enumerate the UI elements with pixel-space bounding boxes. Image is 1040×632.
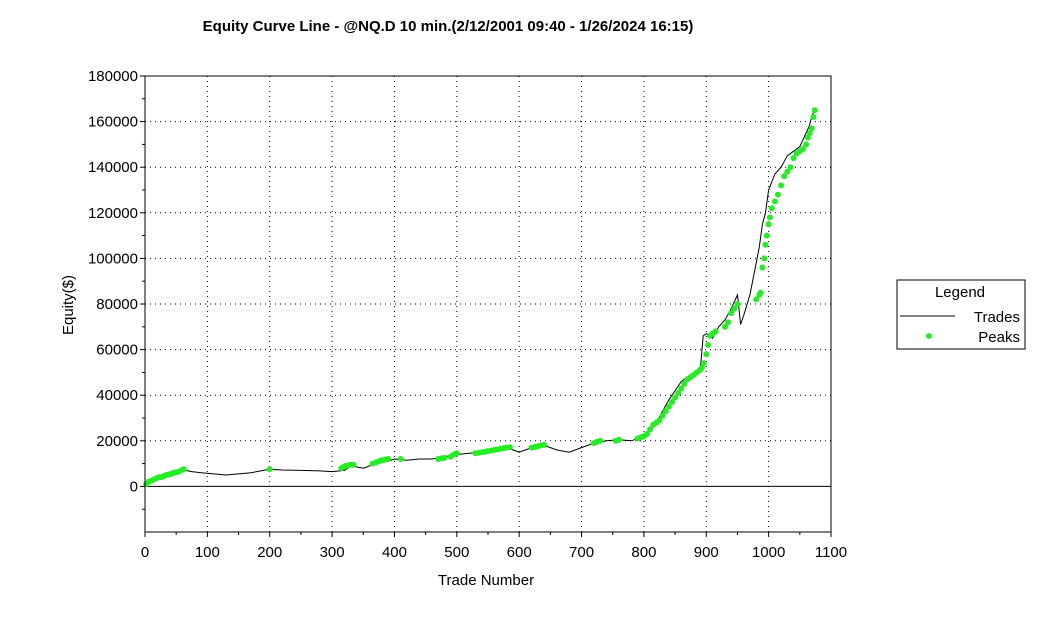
peak-point [778,182,785,189]
peak-point [808,125,815,132]
x-tick-label: 700 [569,544,594,561]
peak-point [771,198,778,205]
peak-point [799,146,806,152]
peak-point [644,431,650,437]
legend-trades-label: Trades [974,309,1020,326]
x-tick-label: 100 [195,544,220,561]
peak-point [662,408,669,415]
peak-point [541,441,548,448]
peak-point [753,296,760,303]
peak-point [659,412,666,419]
y-tick-label: 0 [130,478,138,495]
x-tick-label: 0 [141,544,149,561]
y-tick-label: 80000 [96,296,138,313]
peak-point [775,191,781,198]
peak-point [616,436,622,443]
y-tick-label: 40000 [96,387,138,404]
y-tick-label: 60000 [96,342,138,359]
peak-point [180,466,187,473]
peak-point [728,310,735,317]
x-axis-title: Trade Number [438,572,534,589]
y-tick-label: 160000 [88,114,138,131]
y-axis-title: Equity($) [60,275,77,335]
peak-point [766,214,773,221]
legend-box [896,279,1026,350]
trades-line [144,107,816,487]
y-tick-label: 20000 [96,433,138,450]
x-tick-label: 300 [320,544,345,561]
peak-point [385,456,392,462]
peak-point [757,289,764,296]
peak-point [669,399,675,405]
x-tick-label: 1000 [752,544,785,561]
series-layer [143,107,818,488]
peak-point [665,403,672,410]
x-tick-label: 500 [444,544,469,561]
peak-point [453,450,460,457]
peak-point [506,444,513,451]
peak-point [804,134,811,141]
peak-point [759,264,766,271]
x-tick-label: 400 [382,544,407,561]
plot-area-frame [144,75,832,533]
tick-labels: 0 100 200 300 400 500 600 700 800 900 1000 1100 0 200… [88,68,847,561]
peak-point [705,342,712,348]
peak-point [703,351,710,358]
peak-point [725,319,732,326]
peak-point [675,389,682,396]
y-tick-label: 180000 [88,68,138,85]
peak-point [700,360,707,367]
peak-point [781,173,788,180]
x-tick-label: 800 [631,544,656,561]
y-tick-label: 100000 [88,250,138,267]
x-tick-label: 900 [694,544,719,561]
legend-peaks-swatch [926,333,932,339]
axis-ticks [140,75,832,537]
peak-point [811,107,818,114]
peak-point [672,394,679,401]
x-tick-label: 600 [507,544,532,561]
legend: Legend Trades Peaks [896,279,1026,350]
peak-point [790,155,797,162]
grid [145,76,831,532]
peak-point [762,241,769,248]
peak-point [681,380,688,387]
peak-point [698,364,705,371]
peak-point [397,456,404,462]
legend-title: Legend [935,284,985,301]
peak-point [597,437,604,444]
peak-point [656,417,663,424]
peak-point [806,130,813,136]
peak-point [266,466,273,473]
peak-point [731,305,738,312]
peak-point [441,454,448,461]
peak-point [734,301,741,307]
x-tick-label: 200 [257,544,282,561]
peak-point [784,168,791,175]
peak-point [787,164,794,171]
legend-peaks-label: Peaks [978,329,1020,346]
peak-point [350,461,357,468]
y-tick-label: 120000 [88,205,138,222]
peak-point [678,385,685,392]
peak-point [712,328,719,335]
peak-point [761,255,768,262]
chart-title: Equity Curve Line - @NQ.D 10 min.(2/12/2… [203,18,694,35]
peak-point [810,114,817,120]
peak-point [765,221,772,228]
y-tick-label: 140000 [88,159,138,176]
x-tick-label: 1100 [815,544,847,561]
peak-point [803,141,810,148]
peak-point [768,205,775,212]
peak-point [763,232,770,239]
peak-point [647,426,654,433]
peak-point [722,323,728,330]
